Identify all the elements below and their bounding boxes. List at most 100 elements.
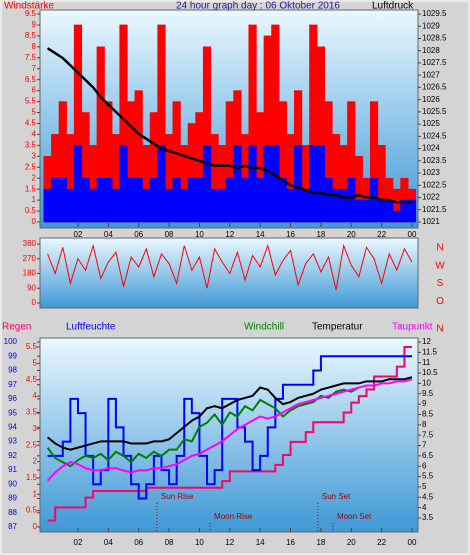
y-tick-label: 11 — [422, 358, 431, 367]
y-tick-label: 96 — [8, 394, 17, 403]
y-tick-label: 1.5 — [25, 184, 37, 193]
bar — [127, 177, 136, 223]
annotation: Sun Rise — [161, 492, 194, 501]
y-tick-label: 7.5 — [422, 430, 434, 439]
x-tick-label: 10 — [195, 230, 204, 239]
y-tick-label: 0.5 — [26, 506, 38, 515]
y-tick-label: 91 — [8, 465, 17, 474]
bar — [248, 145, 257, 223]
x-tick-label: 12 — [225, 538, 234, 547]
bar — [172, 177, 181, 223]
bar — [301, 188, 310, 223]
bar — [339, 188, 348, 223]
y-tick-label: 1021.5 — [422, 205, 447, 214]
y-tick-label: 1022.5 — [422, 180, 447, 189]
y-tick-label: 1 — [32, 195, 37, 204]
y-tick-label: 4.5 — [26, 375, 38, 384]
line — [46, 376, 413, 451]
annotation: Moon Set — [337, 512, 372, 521]
y-tick-label: 4 — [422, 503, 427, 512]
y-tick-label: 1024.5 — [422, 131, 447, 140]
y-tick-label: 1026 — [422, 95, 440, 104]
y-tick-label: 1028 — [422, 46, 440, 55]
y-tick-label: 94 — [8, 422, 17, 431]
bar — [347, 177, 356, 223]
y-tick-label: 90 — [8, 479, 17, 488]
y-tick-label: 7 — [422, 441, 427, 450]
bar — [210, 188, 219, 223]
y-tick-label: 88 — [8, 508, 17, 517]
y-tick-label: 2 — [33, 457, 38, 466]
y-tick-label: 1026.5 — [422, 83, 447, 92]
y-tick-label: 6 — [422, 461, 427, 470]
y-tick-label: 4 — [32, 130, 37, 139]
y-tick-label: 1027 — [422, 70, 440, 79]
y-tick-label: 93 — [8, 437, 17, 446]
y-tick-label: 8.5 — [422, 410, 434, 419]
annotation: Moon Rise — [214, 512, 253, 521]
y-tick-label: 10 — [422, 379, 431, 388]
y-tick-label: 3 — [32, 151, 37, 160]
x-tick-label: 14 — [256, 230, 265, 239]
y-tick-label: 7 — [32, 64, 37, 73]
y-tick-label: 9 — [32, 20, 37, 29]
bar — [89, 188, 98, 223]
y-tick-label: 97 — [8, 380, 17, 389]
line — [46, 386, 360, 468]
bar — [240, 177, 250, 223]
chart-title: 24 hour graph day : 06 Oktober 2016 — [176, 1, 340, 12]
bar — [96, 177, 105, 223]
bar — [225, 177, 234, 223]
bar — [142, 188, 151, 223]
bar — [149, 177, 158, 223]
bar — [309, 145, 318, 223]
bar — [377, 199, 386, 223]
y-tick-label: 270 — [23, 254, 37, 263]
y-tick-label: 10.5 — [422, 368, 438, 377]
y-tick-label: 1029 — [422, 21, 440, 30]
bar — [66, 188, 75, 223]
y-tick-label: 6 — [32, 86, 37, 95]
line — [47, 243, 413, 291]
y-tick-label: 360 — [23, 239, 37, 248]
bar — [43, 188, 52, 223]
bar — [407, 199, 417, 223]
y-tick-label: 5.5 — [25, 97, 37, 106]
y-tick-label: 180 — [23, 269, 37, 278]
legend-label: Luftfeuchte — [66, 322, 116, 333]
bar — [385, 199, 394, 223]
y-tick-label: 3.5 — [422, 513, 434, 522]
x-tick-label: 16 — [286, 230, 295, 239]
bar — [324, 177, 333, 223]
y-tick-label: 1025.5 — [422, 107, 447, 116]
y-tick-label: 1021 — [422, 217, 440, 226]
axis-label: Windstärke — [4, 1, 54, 12]
bar — [73, 145, 83, 223]
bar — [164, 188, 174, 223]
x-tick-label: 06 — [134, 538, 143, 547]
x-tick-label: 08 — [165, 230, 174, 239]
y-tick-label: 0 — [32, 217, 37, 226]
x-tick-label: 18 — [316, 230, 325, 239]
y-tick-label: 12 — [422, 337, 431, 346]
bar — [369, 177, 379, 223]
legend-label: Windchill — [244, 322, 284, 333]
line — [46, 378, 413, 482]
y-tick-label: 89 — [8, 494, 17, 503]
bar — [111, 188, 121, 223]
direction-label: N — [436, 243, 443, 254]
y-tick-label: 87 — [8, 522, 17, 531]
axis-label: Luftdruck — [372, 1, 414, 12]
x-tick-label: 06 — [134, 230, 143, 239]
bar — [134, 177, 143, 223]
y-tick-label: 1029.5 — [422, 9, 447, 18]
y-tick-label: 0.5 — [25, 206, 37, 215]
line — [46, 47, 412, 204]
y-tick-label: 4 — [33, 391, 38, 400]
legend-label: Taupunkt — [392, 322, 433, 333]
y-tick-label: 5 — [32, 108, 37, 117]
bar — [278, 177, 288, 223]
x-tick-label: 20 — [347, 538, 356, 547]
